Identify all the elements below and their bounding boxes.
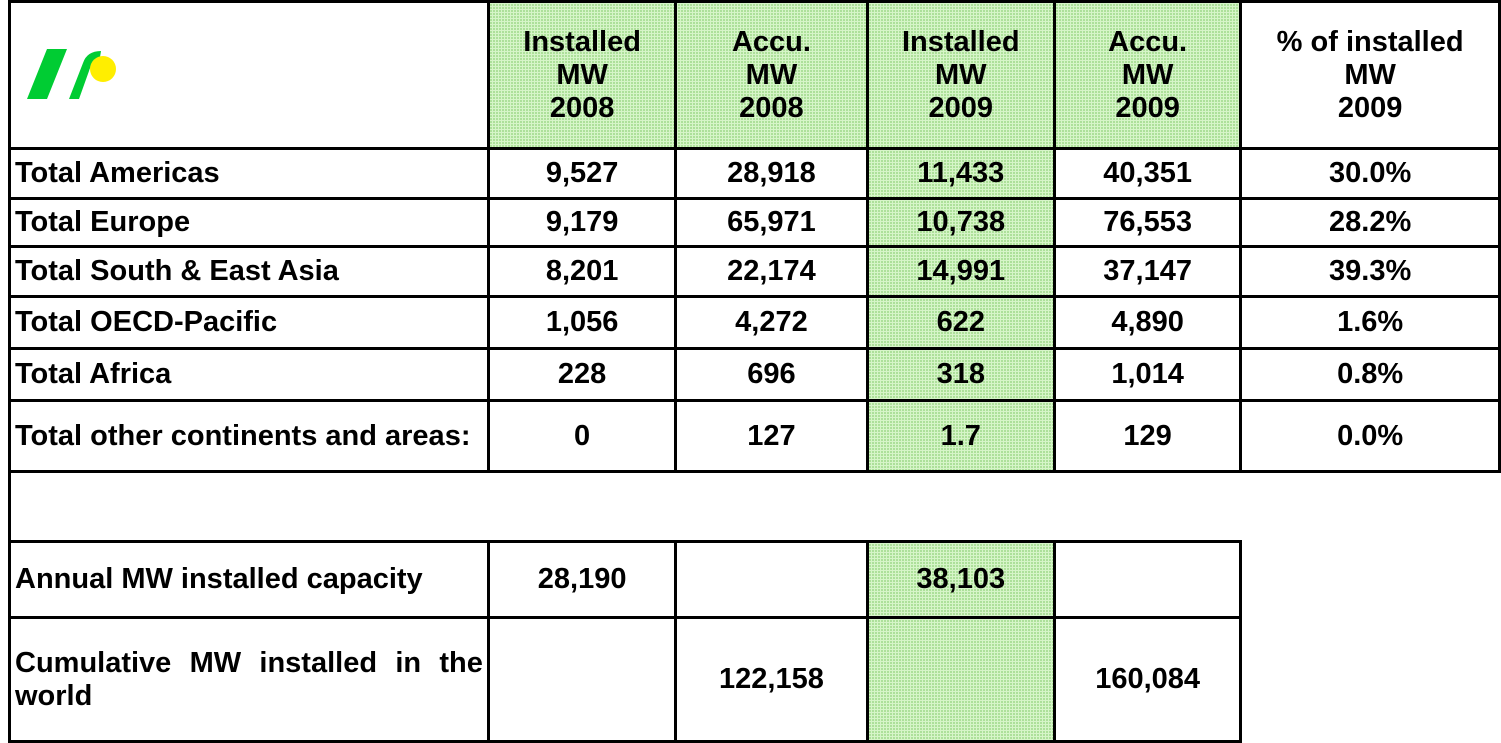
value-cell: 39.3% [1239,245,1501,298]
header-cell: Installed MW 2009 [865,0,1056,150]
value-cell: 622 [865,295,1056,350]
value-cell: 10,738 [865,197,1056,248]
header-line: 2008 [739,91,804,124]
summary-row: Annual MW installed capacity 28,190 38,103 [8,540,1500,619]
data-row: Total South & East Asia 8,201 22,174 14,991… [8,245,1501,298]
header-line: 2009 [928,91,994,124]
value-cell: 228 [486,347,678,402]
header-line: % of installed [1276,25,1464,58]
data-row: Total Americas 9,527 28,918 11,433 40,351 30.… [8,147,1501,200]
blank-cell [8,470,1500,542]
empty-cell [865,616,1056,743]
header-row: Installed MW 2008 Accu. MW 2008 Installed MW 200… [8,0,1501,150]
header-line: Installed [523,25,641,58]
value-cell: 696 [674,347,869,402]
header-line: MW [1344,58,1396,91]
value-cell: 22,174 [674,245,869,298]
header-line: MW [1121,58,1174,91]
row-label: Total Europe [8,197,490,248]
blank-row [8,470,1500,542]
row-label: Total South & East Asia [8,245,490,298]
value-cell: 14,991 [865,245,1056,298]
value-cell: 30.0% [1239,147,1501,200]
value-cell: 28,190 [486,540,678,619]
empty-cell [1241,618,1500,742]
header-line: MW [745,58,798,91]
header-line: Accu. [731,25,811,58]
data-row: Total OECD-Pacific 1,056 4,272 622 4,890 1.6% [8,295,1501,350]
value-cell: 9,179 [486,197,678,248]
value-cell: 8,201 [486,245,678,298]
value-cell: 1,014 [1052,347,1243,402]
header-line: Installed [901,25,1020,58]
empty-cell [486,616,678,743]
row-label: Cumulative MW installed in the world [8,616,490,743]
header-cell: % of installed MW 2009 [1239,0,1501,150]
value-cell: 0.0% [1239,399,1501,473]
value-cell: 318 [865,347,1056,402]
value-cell: 4,272 [674,295,869,350]
value-cell: 65,971 [674,197,869,248]
value-cell: 28.2% [1239,197,1501,248]
value-cell: 37,147 [1052,245,1243,298]
header-line: 2009 [1115,91,1180,124]
data-row: Total Africa 228 696 318 1,014 0.8% [8,347,1501,402]
value-cell: 127 [674,399,869,473]
row-label: Total other continents and areas: [8,399,490,473]
value-cell: 28,918 [674,147,869,200]
header-cell: Accu. MW 2009 [1052,0,1243,150]
value-cell: 11,433 [865,147,1056,200]
value-cell: 160,084 [1052,616,1243,743]
header-cell: Accu. MW 2008 [674,0,869,150]
row-label: Total Americas [8,147,490,200]
header-line: MW [556,58,608,91]
row-label: Total OECD-Pacific [8,295,490,350]
value-cell: 9,527 [486,147,678,200]
header-line: 2009 [1337,91,1403,124]
value-cell: 0 [486,399,678,473]
header-line: 2008 [549,91,615,124]
value-cell: 129 [1052,399,1243,473]
empty-cell [674,540,869,619]
value-cell: 1.6% [1239,295,1501,350]
empty-cell [1241,542,1500,618]
summary-row: Cumulative MW installed in the world 122,… [8,616,1500,743]
value-cell: 4,890 [1052,295,1243,350]
header-cell: Installed MW 2008 [486,0,678,150]
data-row: Total Europe 9,179 65,971 10,738 76,553 28.2% [8,197,1501,248]
header-line: MW [935,58,987,91]
value-cell: 1,056 [486,295,678,350]
value-cell: 1.7 [865,399,1056,473]
wind-table: Installed MW 2008 Accu. MW 2008 Installed MW 200… [8,0,1501,743]
header-line: Accu. [1108,25,1188,58]
value-cell: 122,158 [674,616,869,743]
value-cell: 76,553 [1052,197,1243,248]
logo [27,49,116,99]
row-label: Total Africa [8,347,490,402]
logo-cell [8,0,490,150]
empty-cell [1052,540,1243,619]
data-row: Total other continents and areas: 0 127 1.7… [8,399,1501,473]
value-cell: 38,103 [865,540,1056,619]
row-label: Annual MW installed capacity [8,540,490,619]
value-cell: 40,351 [1052,147,1243,200]
value-cell: 0.8% [1239,347,1501,402]
